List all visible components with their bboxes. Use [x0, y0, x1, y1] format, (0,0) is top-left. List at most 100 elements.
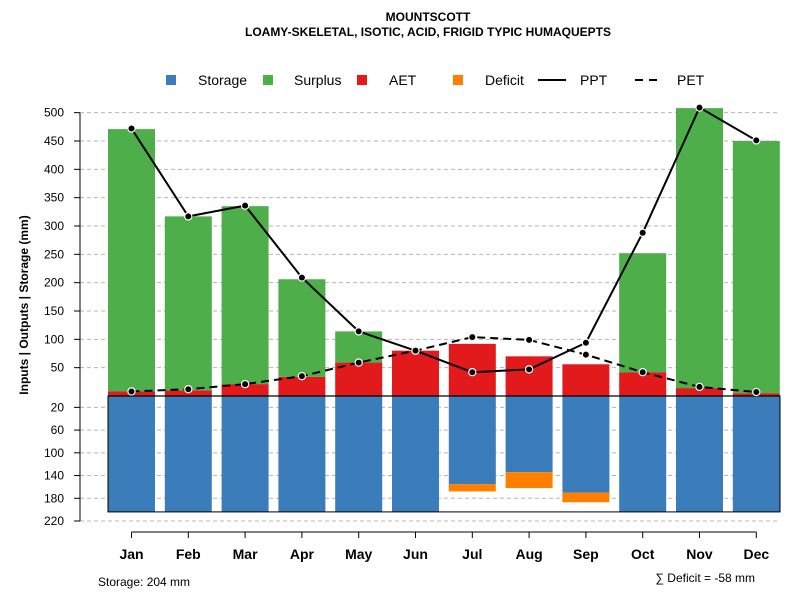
axes: 50 100 150 200 250 300 350 400 450 500 20 60 100 140 1…	[44, 106, 769, 562]
legend: Storage Surplus AET Deficit PPT PET	[166, 72, 705, 88]
storage-bar	[278, 396, 326, 512]
lines	[127, 103, 761, 397]
storage-bar	[392, 396, 439, 512]
x-tick-label: Nov	[686, 546, 713, 562]
ppt-point	[638, 228, 647, 237]
y-tick-label: 150	[44, 304, 64, 318]
ppt-point	[297, 273, 307, 282]
x-tick-label: Aug	[515, 546, 542, 562]
pet-point	[752, 387, 761, 397]
storage-bar	[732, 396, 780, 512]
pet-line	[131, 336, 757, 394]
surplus-bar	[732, 141, 780, 394]
storage-bar	[335, 396, 383, 512]
chart-title: MOUNTSCOTT	[386, 10, 471, 24]
storage-bar	[108, 396, 155, 512]
surplus-bar	[164, 216, 212, 391]
pet-point	[297, 371, 307, 381]
legend-label-storage: Storage	[198, 72, 247, 88]
y-tick-label: 450	[44, 134, 64, 148]
aet-bar	[619, 372, 667, 396]
y-tick-label: 220	[44, 514, 64, 528]
x-tick-label: Jan	[119, 546, 143, 562]
y-tick-label: 20	[51, 400, 65, 414]
aet-bar	[562, 364, 610, 396]
legend-label-aet: AET	[389, 72, 417, 88]
ppt-line	[130, 106, 757, 374]
deficit-bar	[448, 484, 496, 492]
storage-bar	[221, 396, 269, 512]
ppt-point	[524, 365, 534, 374]
y-tick-label: 400	[44, 162, 64, 176]
storage-bar	[562, 396, 610, 493]
pet-point	[411, 346, 420, 355]
ppt-point	[468, 368, 477, 377]
aet-bar	[335, 362, 383, 396]
deficit-bar	[562, 492, 610, 503]
x-tick-label: Jul	[462, 546, 482, 562]
legend-label-deficit: Deficit	[485, 72, 524, 88]
x-tick-label: Sep	[573, 546, 599, 562]
x-tick-label: May	[345, 546, 372, 562]
pet-point	[695, 382, 704, 392]
ppt-point	[752, 136, 761, 145]
y-tick-label: 100	[44, 332, 64, 346]
y-tick-label: 180	[44, 491, 64, 505]
y-tick-label: 200	[44, 276, 64, 290]
chart-subtitle: LOAMY-SKELETAL, ISOTIC, ACID, FRIGID TYP…	[245, 25, 611, 39]
storage-bar	[676, 396, 723, 512]
surplus-bar	[221, 206, 269, 385]
aet-bar	[278, 376, 326, 396]
ppt-point	[240, 201, 250, 210]
aet-bar	[392, 350, 439, 396]
x-tick-label: Mar	[233, 546, 258, 562]
aet-bar	[221, 384, 269, 396]
y-tick-label: 300	[44, 219, 64, 233]
x-tick-label: Apr	[290, 546, 315, 562]
ppt-point	[695, 103, 704, 112]
y-tick-label: 500	[44, 106, 64, 120]
y-tick-label: 100	[44, 446, 64, 460]
ppt-point	[127, 124, 136, 133]
storage-bar	[505, 396, 553, 473]
legend-label-pet: PET	[677, 72, 705, 88]
deficit-annotation: ∑ Deficit = -58 mm	[655, 571, 755, 585]
y-tick-label: 350	[44, 191, 64, 205]
y-tick-label: 60	[51, 423, 65, 437]
deficit-bar	[505, 472, 553, 489]
y-tick-label: 250	[44, 247, 64, 261]
legend-label-surplus: Surplus	[294, 72, 341, 88]
ppt-point	[354, 327, 363, 336]
surplus-bar	[619, 253, 667, 373]
aet-bar	[676, 388, 723, 396]
surplus-bar	[108, 129, 155, 392]
x-tick-label: Dec	[743, 546, 769, 562]
pet-point	[524, 335, 534, 345]
pet-point	[240, 379, 250, 389]
ppt-point	[581, 338, 591, 347]
legend-swatch-aet	[357, 75, 367, 85]
y-axis-label: Inputs | Outputs | Storage (mm)	[17, 215, 31, 394]
bars	[107, 108, 781, 513]
legend-swatch-deficit	[453, 75, 463, 85]
y-tick-label: 50	[51, 361, 65, 375]
storage-annotation: Storage: 204 mm	[98, 575, 190, 589]
surplus-bar	[278, 279, 326, 377]
pet-point	[184, 385, 193, 394]
ppt-point	[184, 212, 193, 221]
surplus-bar	[676, 108, 723, 389]
pet-point	[468, 332, 477, 342]
legend-swatch-storage	[166, 75, 176, 85]
storage-bar	[164, 396, 212, 512]
pet-point	[581, 350, 591, 359]
storage-bar	[448, 396, 496, 485]
x-tick-label: Feb	[176, 546, 201, 562]
pet-point	[127, 387, 136, 396]
pet-point	[354, 358, 363, 367]
legend-swatch-surplus	[263, 75, 273, 85]
y-tick-label: 140	[44, 469, 64, 483]
legend-label-ppt: PPT	[580, 72, 608, 88]
pet-point	[638, 368, 647, 377]
x-tick-label: Jun	[403, 546, 428, 562]
